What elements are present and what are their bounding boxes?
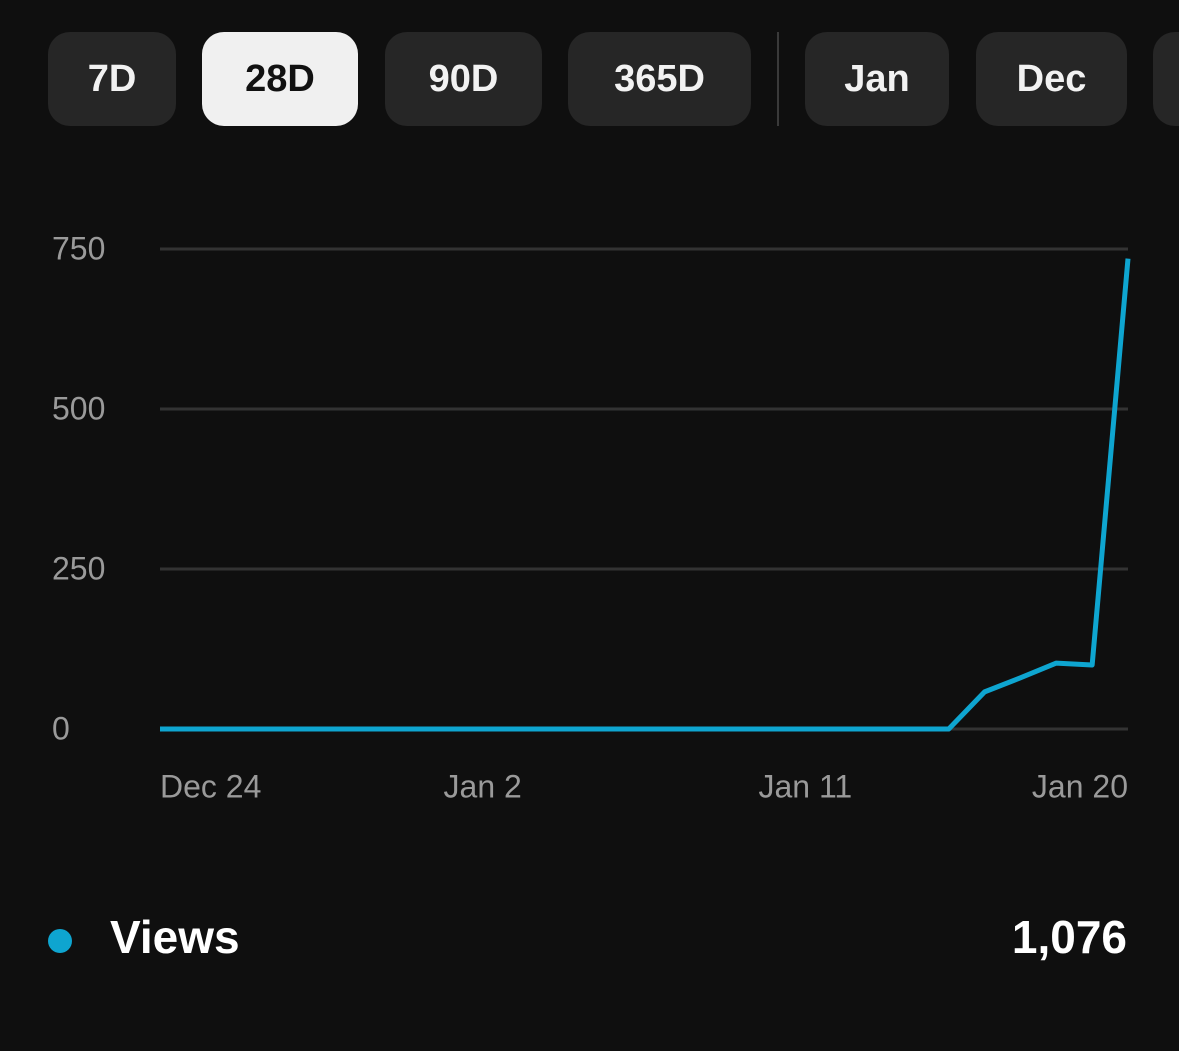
tab-label[interactable]: 90D	[429, 58, 499, 100]
x-tick-label: Jan 20	[1032, 768, 1128, 804]
y-tick-label: 0	[52, 710, 70, 746]
legend-dot	[48, 929, 72, 953]
tab[interactable]	[568, 32, 751, 126]
y-tick-label: 250	[52, 550, 105, 586]
tab[interactable]	[976, 32, 1127, 126]
tab-label[interactable]: Dec	[1017, 58, 1087, 100]
tab-label[interactable]: Jan	[844, 58, 909, 100]
tab[interactable]	[805, 32, 949, 126]
tab-partial[interactable]	[1153, 32, 1179, 126]
x-tick-label: Jan 2	[444, 768, 522, 804]
y-tick-label: 750	[52, 230, 105, 266]
tab[interactable]	[202, 32, 358, 126]
total-value: 1,076	[1012, 911, 1127, 963]
tab[interactable]	[385, 32, 542, 126]
tab[interactable]	[48, 32, 176, 126]
x-tick-label: Jan 11	[758, 768, 852, 804]
legend-label: Views	[110, 911, 240, 963]
tab-label[interactable]: 7D	[88, 58, 137, 100]
tab-label[interactable]: 28D	[245, 58, 315, 100]
tab-label[interactable]: 365D	[614, 58, 705, 100]
y-tick-label: 500	[52, 390, 105, 426]
line-series	[160, 258, 1131, 732]
x-tick-label: Dec 24	[160, 768, 261, 804]
